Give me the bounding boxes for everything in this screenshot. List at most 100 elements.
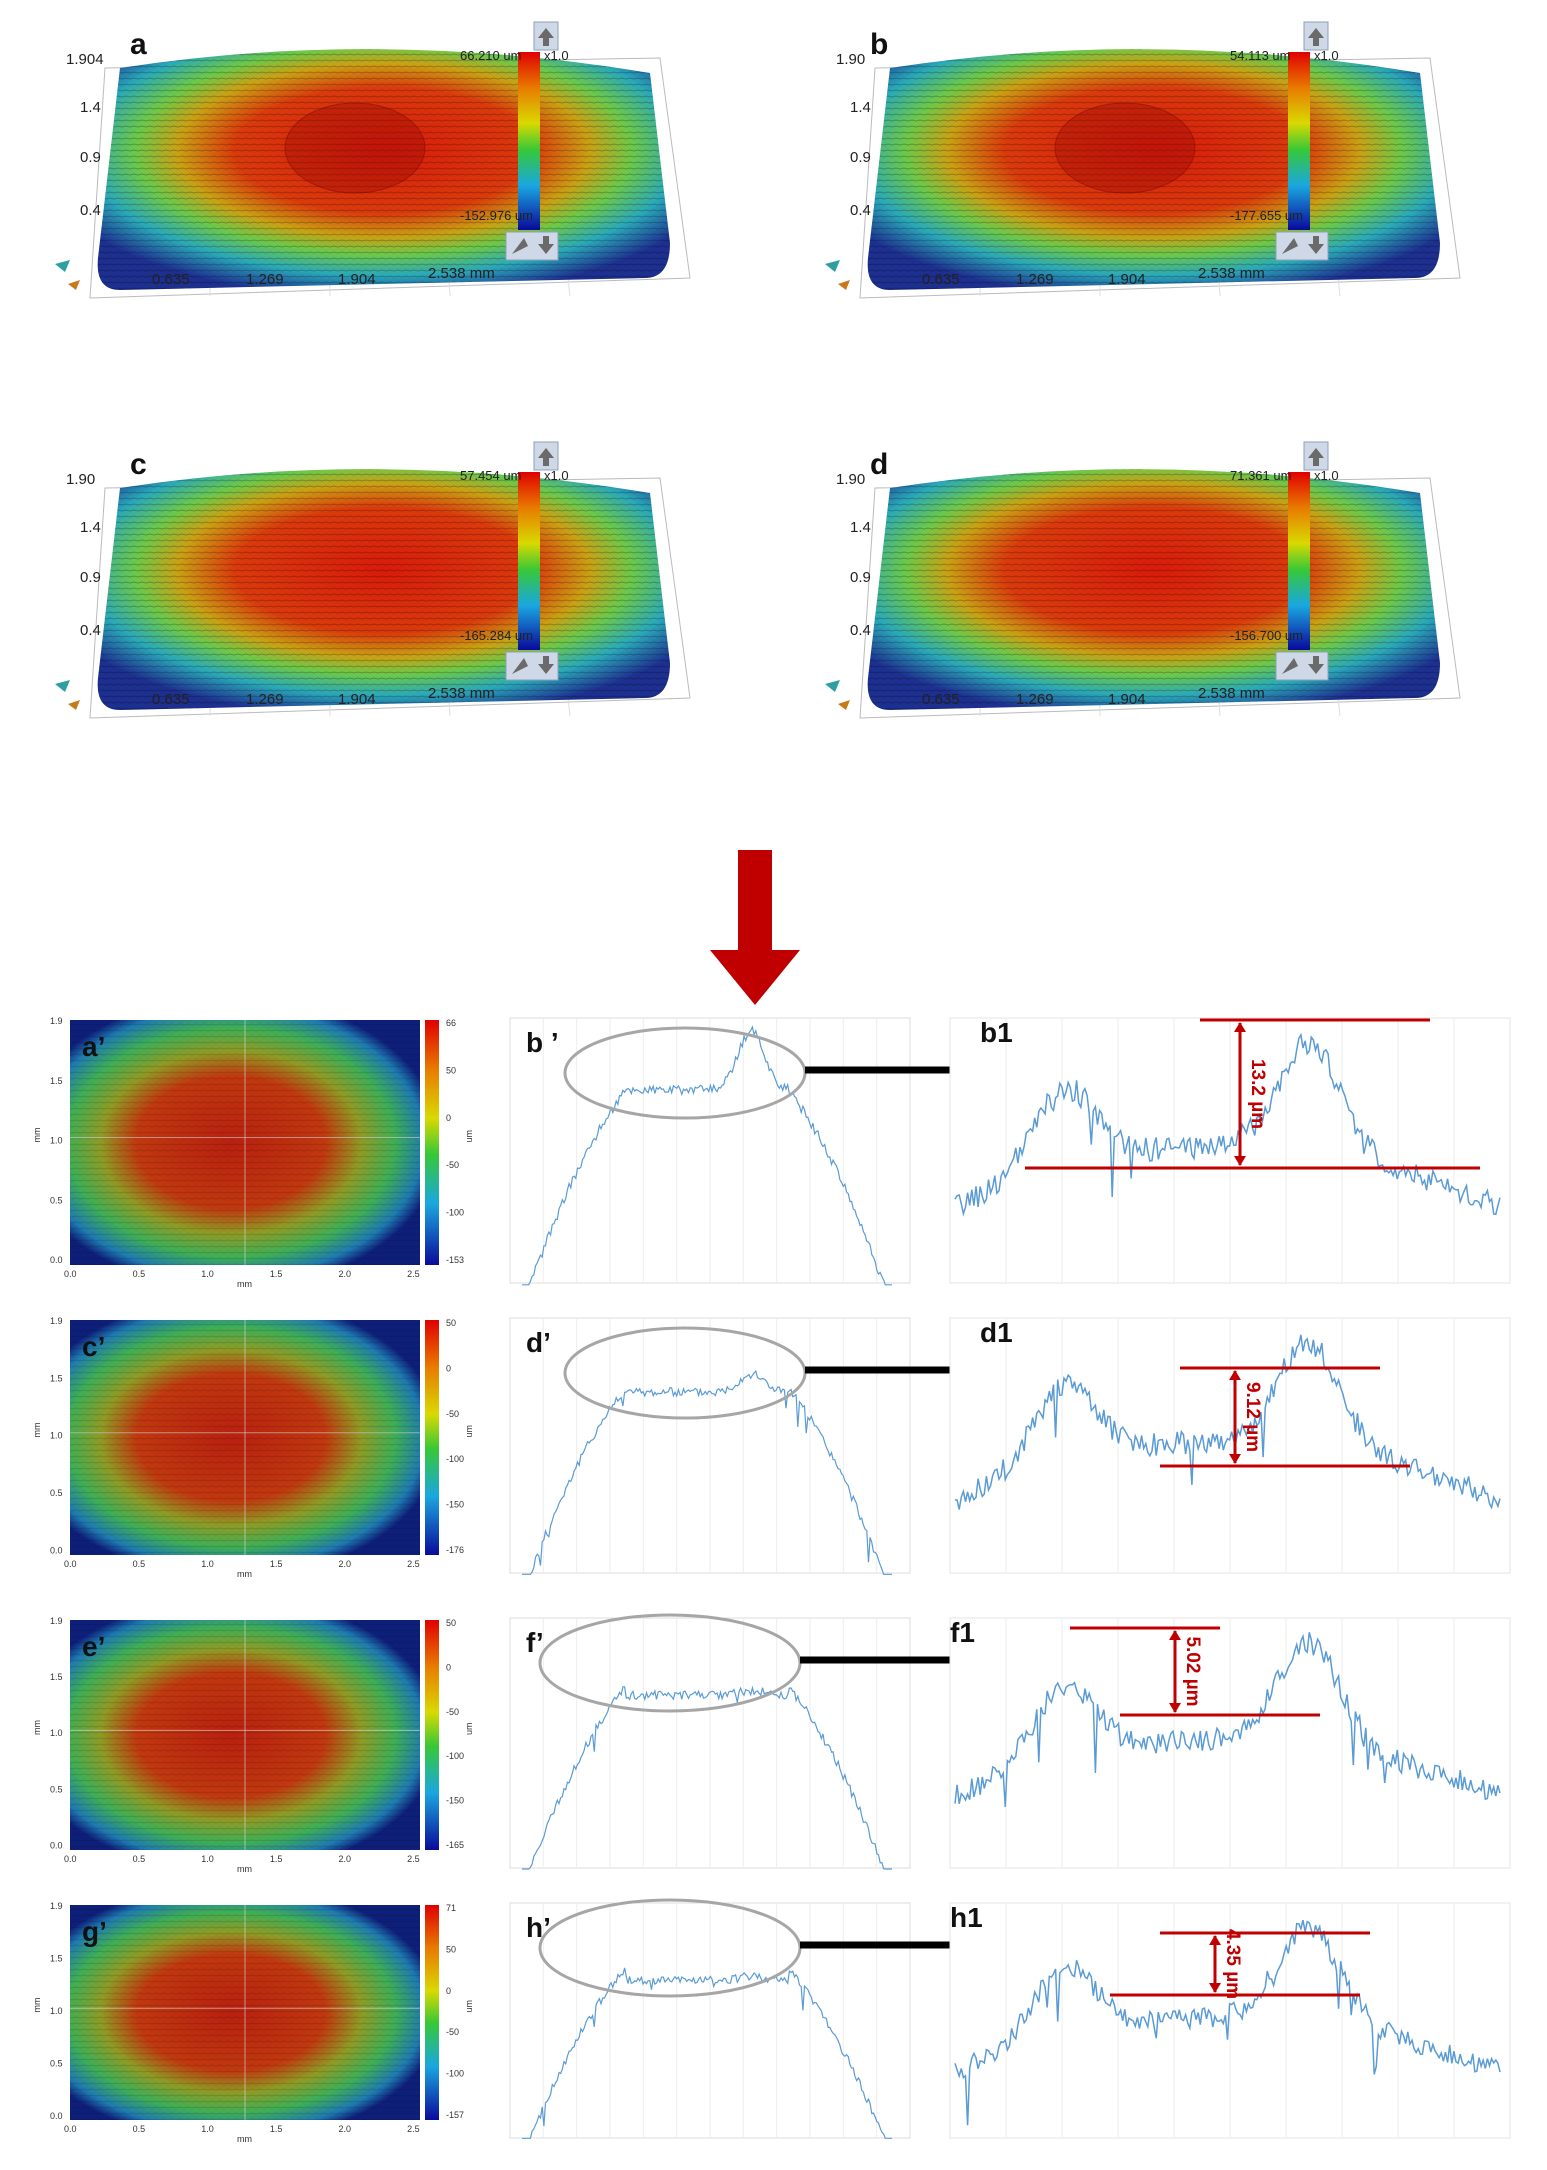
y-tick-label: 1.90 [836, 51, 865, 68]
x-tick-label: 0.635 [152, 691, 190, 708]
scale-up-button[interactable] [533, 441, 559, 471]
map-x-tick: 2.0 [339, 1854, 352, 1864]
colorbar-min-label: -165.284 um [460, 628, 533, 643]
measurement-label: 13.2 µm [1247, 1059, 1268, 1129]
map-label: g’ [82, 1916, 107, 1947]
scale-down-button[interactable] [505, 651, 559, 681]
map-y-tick: 0.5 [50, 1488, 63, 1498]
map-colorbar [425, 1320, 439, 1555]
map-label: c’ [82, 1331, 105, 1362]
map-colorbar-tick: -150 [446, 1500, 464, 1510]
map-x-tick: 2.0 [339, 2124, 352, 2134]
row-1: 1.9 1.5 1.0 0.5 0.0 mm 0.0 0.5 1.0 1.5 2.0 2.5 mm 66 5… [32, 1016, 1511, 1289]
scale-up-button[interactable] [1303, 21, 1329, 51]
map-y-tick: 0.0 [50, 1255, 63, 1265]
map-colorbar-tick: 50 [446, 1065, 456, 1075]
map-y-tick: 1.0 [50, 2006, 63, 2016]
map-colorbar-tick: 0 [446, 1986, 451, 1996]
map-x-unit: mm [237, 1279, 252, 1289]
map-x-tick: 2.0 [339, 1559, 352, 1569]
transition-arrow [710, 850, 800, 1005]
surface-panel-b: 1.90 1.4 0.9 0.4 0.635 1.269 1.904 2.538 mm 54.1… [820, 21, 1520, 418]
y-tick-label: 0.9 [850, 149, 871, 166]
map-x-tick: 0.5 [133, 1559, 146, 1569]
profile-label: b ’ [526, 1027, 559, 1058]
map-x-tick: 0.0 [64, 1854, 77, 1864]
surface-panel-d: 1.90 1.4 0.9 0.4 0.635 1.269 1.904 2.538 mm 71.3… [820, 441, 1520, 838]
axis-triad-icon [838, 280, 850, 290]
scale-down-button[interactable] [505, 231, 559, 261]
y-tick-label: 1.4 [850, 99, 871, 116]
colorbar [1288, 52, 1310, 230]
map-colorbar-tick: -176 [446, 1545, 464, 1555]
map-colorbar [425, 1620, 439, 1850]
map-y-tick: 0.5 [50, 1784, 63, 1794]
map-y-tick: 1.9 [50, 1901, 63, 1911]
scale-down-button[interactable] [1275, 651, 1329, 681]
map-y-unit: mm [32, 1720, 42, 1735]
map-x-tick: 1.0 [201, 1854, 214, 1864]
measurement-label: 5.02 µm [1182, 1636, 1203, 1706]
map-y-tick: 1.0 [50, 1431, 63, 1441]
profile-label: h’ [526, 1912, 551, 1943]
map-label: e’ [82, 1631, 105, 1662]
colorbar-scale-label: x1.0 [544, 48, 569, 63]
map-y-tick: 0.0 [50, 2111, 63, 2121]
profile-label: d’ [526, 1327, 551, 1358]
map-y-unit: mm [32, 1423, 42, 1438]
y-tick-label: 1.90 [66, 471, 95, 488]
map-x-tick: 1.0 [201, 2124, 214, 2134]
zoom-profile-line [954, 1632, 1501, 1807]
map-y-unit: mm [32, 1128, 42, 1143]
map-colorbar-tick: 71 [446, 1903, 456, 1913]
y-tick-label: 0.4 [80, 202, 101, 219]
map-y-tick: 0.5 [50, 1195, 63, 1205]
panel-label-b: b [870, 28, 889, 61]
map-colorbar-tick: -50 [446, 2027, 459, 2037]
crater [1054, 102, 1196, 194]
map-y-tick: 0.5 [50, 2058, 63, 2068]
y-tick-label: 0.4 [850, 622, 871, 639]
map-x-tick: 1.0 [201, 1269, 214, 1279]
scale-up-button[interactable] [533, 21, 559, 51]
map-colorbar-tick: -100 [446, 1208, 464, 1218]
map-x-tick: 0.0 [64, 2124, 77, 2134]
surface-texture [867, 469, 1440, 710]
map-colorbar-tick: 66 [446, 1018, 456, 1028]
map-colorbar-tick: -165 [446, 1840, 464, 1850]
scale-down-button[interactable] [1275, 231, 1329, 261]
map-x-tick: 2.5 [407, 1559, 420, 1569]
axis-triad-icon [68, 700, 80, 710]
map-x-tick: 2.5 [407, 2124, 420, 2134]
map-colorbar-tick: -153 [446, 1255, 464, 1265]
x-tick-label: 0.635 [922, 691, 960, 708]
y-tick-label: 1.4 [850, 519, 871, 536]
colorbar [1288, 472, 1310, 650]
measurement-label: 9.12 µm [1242, 1382, 1263, 1452]
colorbar-scale-label: x1.0 [544, 468, 569, 483]
zoom-label: f1 [950, 1617, 975, 1648]
map-colorbar-tick: -50 [446, 1160, 459, 1170]
x-tick-label: 0.635 [152, 271, 190, 288]
map-x-tick: 2.5 [407, 1269, 420, 1279]
scale-up-button[interactable] [1303, 441, 1329, 471]
map-x-tick: 2.0 [339, 1269, 352, 1279]
map-colorbar-tick: -50 [446, 1409, 459, 1419]
map-colorbar-unit: um [464, 1722, 474, 1735]
panel-label-d: d [870, 448, 889, 481]
x-tick-label: 1.904 [338, 271, 376, 288]
axis-triad-icon [68, 280, 80, 290]
map-y-tick: 1.9 [50, 1016, 63, 1026]
axis-triad-icon [55, 680, 70, 692]
x-tick-label: 1.904 [1108, 691, 1146, 708]
colorbar-min-label: -177.655 um [1230, 208, 1303, 223]
profile-line [522, 1369, 892, 1575]
axis-triad-icon [838, 700, 850, 710]
x-tick-label: 1.269 [1016, 691, 1054, 708]
map-x-unit: mm [237, 1864, 252, 1874]
y-tick-label: 0.4 [80, 622, 101, 639]
y-tick-label: 0.9 [80, 149, 101, 166]
zoom-profile-line [954, 1334, 1501, 1510]
x-tick-label: 2.538 mm [428, 685, 495, 702]
y-tick-label: 1.4 [80, 99, 101, 116]
